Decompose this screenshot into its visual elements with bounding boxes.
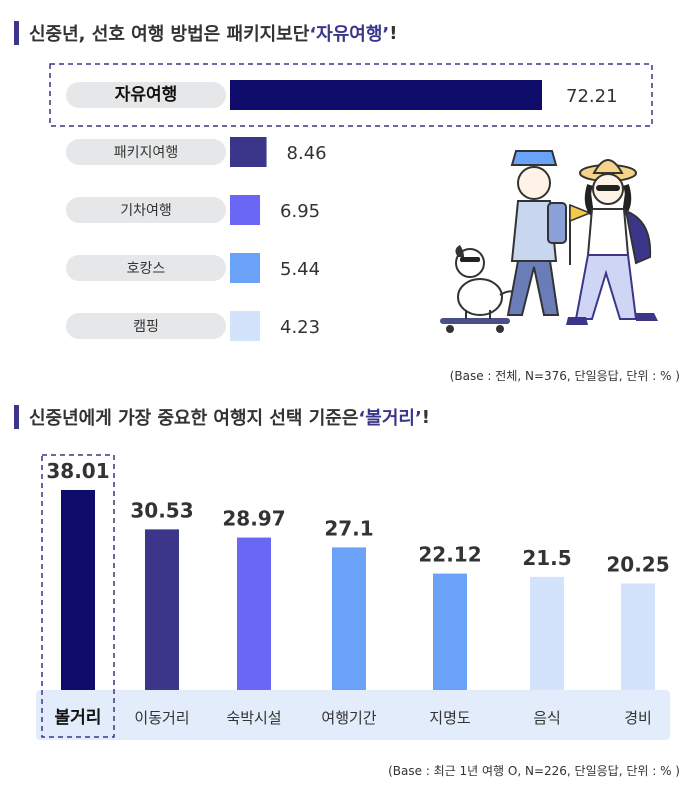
section2-title: 신중년에게 가장 중요한 여행지 선택 기준은 ‘볼거리’! (14, 404, 430, 430)
value-label: 38.01 (46, 459, 109, 483)
title-marker (14, 405, 19, 429)
section2-title-highlight: ‘볼거리’ (358, 408, 422, 429)
section1-title: 신중년, 선호 여행 방법은 패키지보단 ‘자유여행’! (14, 20, 397, 46)
section1-title-suffix: ! (389, 22, 398, 44)
category-label: 지명도 (429, 709, 471, 727)
category-label: 이동거리 (134, 709, 189, 727)
bar (230, 311, 260, 341)
section2-title-prefix: 신중년에게 가장 중요한 여행지 선택 기준은 (29, 408, 359, 429)
category-pill (66, 313, 226, 339)
value-label: 72.21 (566, 86, 618, 107)
bar (145, 529, 179, 690)
value-label: 22.12 (418, 543, 481, 567)
category-label: 자유여행 (115, 85, 178, 105)
category-label: 음식 (533, 709, 561, 727)
value-label: 4.23 (280, 317, 320, 338)
title-marker (14, 21, 19, 45)
category-label: 패키지여행 (114, 145, 178, 161)
bar (230, 195, 261, 225)
value-label: 21.5 (522, 546, 571, 570)
bar (230, 137, 267, 167)
travelers-illustration (440, 150, 658, 333)
value-label: 20.25 (606, 552, 669, 576)
category-label: 숙박시설 (226, 709, 281, 727)
category-label: 볼거리 (55, 708, 102, 728)
value-label: 8.46 (287, 143, 327, 164)
section1-title-prefix: 신중년, 선호 여행 방법은 패키지보단 (29, 24, 310, 45)
category-label: 캠핑 (133, 319, 159, 335)
category-pill (66, 139, 226, 165)
category-pill (66, 197, 226, 223)
category-pill (66, 255, 226, 281)
category-band (36, 690, 670, 740)
value-label: 30.53 (130, 498, 193, 522)
category-label: 경비 (624, 709, 652, 727)
bar (237, 537, 271, 690)
bar (332, 547, 366, 690)
category-label: 호캉스 (127, 261, 166, 277)
value-label: 5.44 (280, 259, 320, 280)
category-pill (66, 82, 226, 108)
bar (230, 253, 260, 283)
travel-method-chart: 자유여행 72.21 패키지여행 8.46 기차여행 6.95 호캉스 5.44 캠핑 4.23 (49, 63, 653, 341)
highlight-box (49, 63, 653, 127)
bar (621, 583, 655, 690)
highlight-box (41, 454, 115, 738)
bar (530, 576, 564, 690)
section2-note: (Base : 최근 1년 여행 O, N=226, 단일응답, 단위 : % … (388, 764, 680, 778)
section1-note: (Base : 전체, N=376, 단일응답, 단위 : % ) (449, 369, 680, 383)
value-label: 27.1 (324, 516, 373, 540)
bar (433, 573, 467, 690)
bar (230, 80, 542, 110)
value-label: 28.97 (222, 507, 285, 531)
category-label: 여행기간 (321, 709, 376, 727)
destination-criteria-chart: 38.01 볼거리 30.53 이동거리 28.97 숙박시설 27.1 여행기간 22.12 지… (36, 454, 670, 740)
value-label: 6.95 (280, 201, 320, 222)
bar (61, 490, 95, 690)
section2-title-suffix: ! (421, 406, 430, 428)
section1-title-highlight: ‘자유여행’ (309, 24, 390, 45)
category-label: 기차여행 (120, 203, 172, 219)
